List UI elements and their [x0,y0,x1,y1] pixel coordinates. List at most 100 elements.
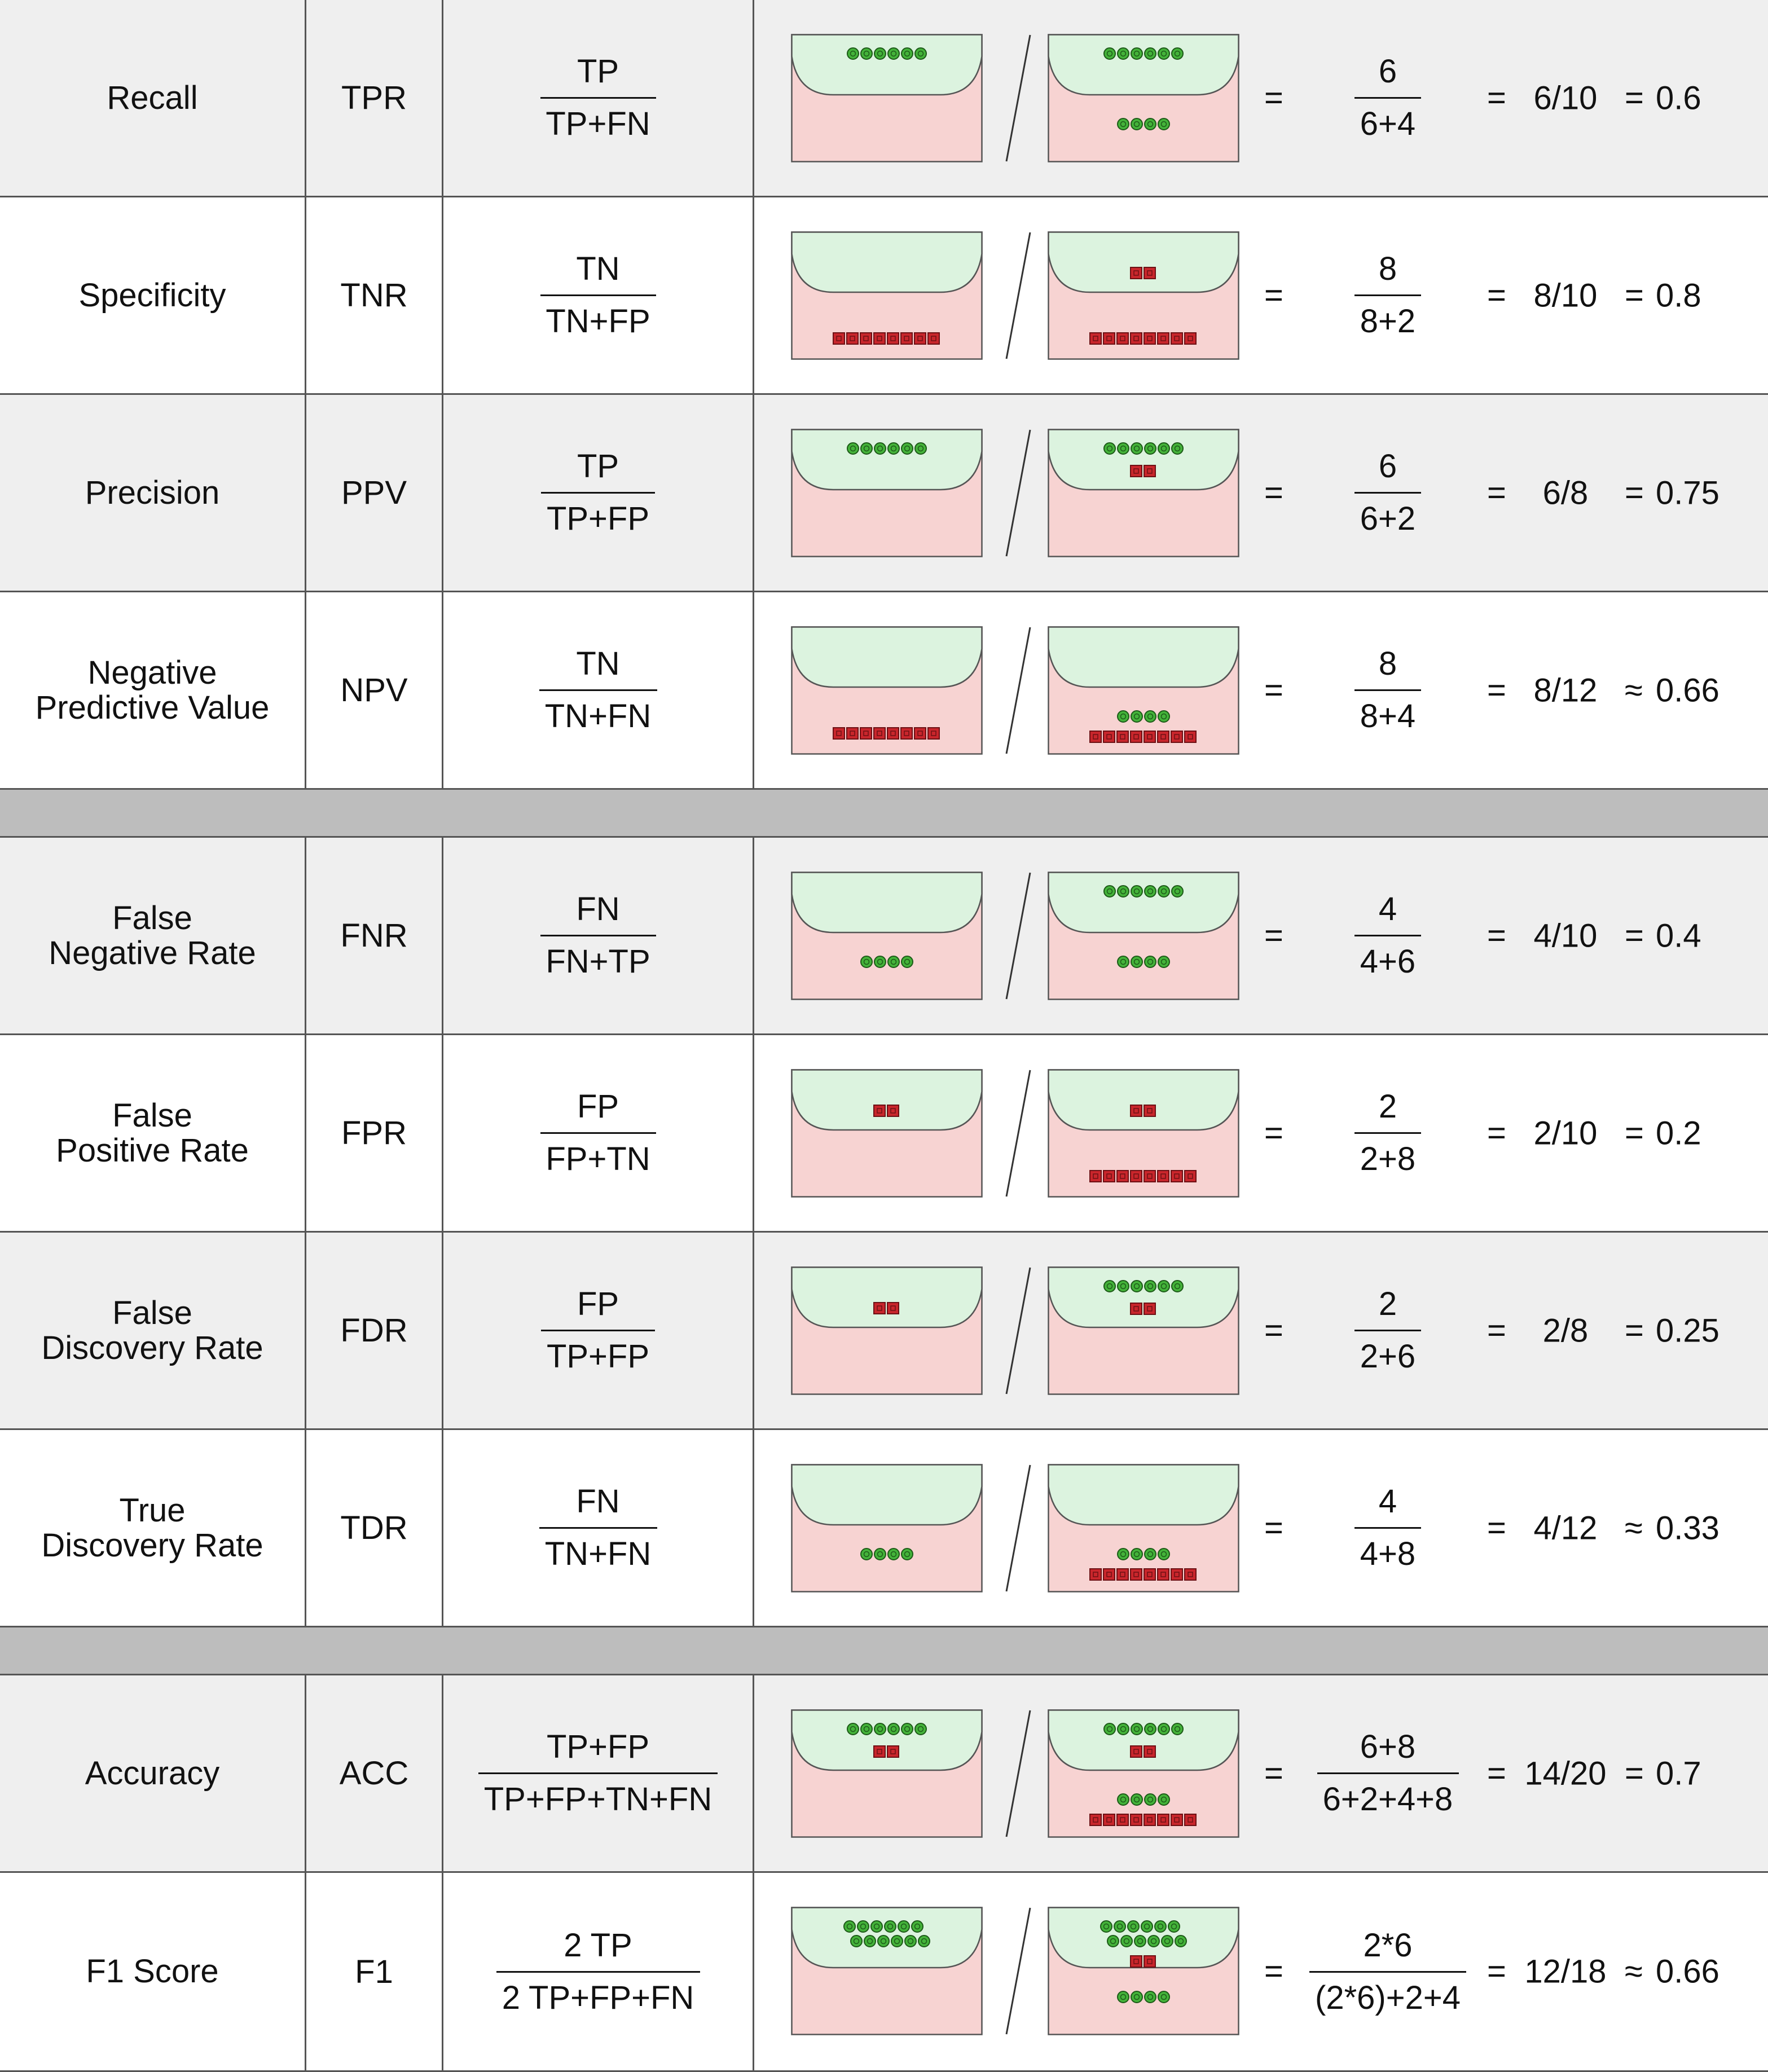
green-circle-inner-icon [1160,121,1167,127]
green-circle-inner-icon [1120,958,1127,965]
equals-sign: = [1487,1312,1506,1349]
fraction-bar [540,1132,656,1134]
count-denominator: (2*6)+2+4 [1315,1979,1461,2016]
green-circle-inner-icon [917,50,924,57]
red-square-inner-icon [917,731,923,736]
equals-sign: = [1487,276,1506,314]
count-fraction: 2 2+6 [1303,1233,1472,1428]
green-circle-inner-icon [1150,1938,1157,1945]
green-circle-icon [1158,442,1170,455]
green-circle-icon [874,956,886,968]
green-circle-icon [1141,1920,1153,1933]
metric-name: False Negative Rate [49,899,256,971]
green-circle-icon [1144,442,1156,455]
red-square-icon [1130,1814,1142,1826]
formula-numerator: TP+FP [546,1728,650,1765]
green-circle-inner-icon [1174,888,1181,895]
numerator-set-diagram [791,626,983,755]
green-circle-icon [1158,1723,1170,1735]
green-circle-icon [918,1935,930,1947]
red-square-icon [1157,332,1169,345]
count-fraction: 6 6+4 [1303,0,1472,196]
green-circle-icon [1131,710,1143,723]
red-square-icon [1144,465,1156,477]
green-circle-icon [891,1935,903,1947]
column-divider [305,197,306,393]
green-circle-icon [1171,47,1184,60]
visual-example: = 4 4+6 = 4/10 = 0.4 [0,838,1768,1033]
green-circle-icon [1158,885,1170,898]
green-circle-inner-icon [1106,1283,1113,1290]
green-circle-icon [1117,1548,1129,1560]
slash-line [1005,1070,1031,1197]
green-circle-icon [1158,1991,1170,2003]
red-square-inner-icon [904,336,909,341]
formula-denominator: TP+FP [546,500,650,537]
positive-region [1048,429,1239,491]
column-divider [442,592,443,788]
count-numerator: 2 [1378,1286,1397,1322]
green-circle-icon [1147,1935,1160,1947]
division-slash-icon [1005,1710,1031,1837]
slash-line [1005,1907,1031,2035]
column-divider [305,395,306,591]
column-divider [753,1675,754,1871]
count-fraction: 2*6 (2*6)+2+4 [1303,1873,1472,2070]
red-square-inner-icon [1174,1817,1180,1823]
slash-line [1005,872,1031,1000]
formula-denominator: FN+TP [546,943,650,980]
green-circle-inner-icon [877,958,883,965]
red-square-icon [1130,465,1142,477]
red-square-icon [846,332,859,345]
column-divider [753,1430,754,1626]
red-square-icon [1144,1955,1156,1968]
green-circle-inner-icon [1147,445,1154,452]
formula-numerator: FP [577,1286,619,1322]
green-circle-icon [1175,1935,1187,1947]
denominator-set-diagram [1048,34,1239,162]
green-circle-inner-icon [1171,1923,1177,1930]
green-circle-icon [1131,118,1143,130]
equals-sign: = [1625,1114,1644,1151]
column-divider [442,395,443,591]
green-circle-icon [1158,710,1170,723]
green-circle-inner-icon [1133,1551,1140,1558]
red-square-inner-icon [1147,270,1153,276]
metric-abbreviation: NPV [340,672,408,709]
column-divider [442,838,443,1033]
red-square-inner-icon [1106,734,1112,740]
green-circle-icon [1158,47,1170,60]
result-value: 0.25 [1656,1312,1719,1349]
metric-row: True Discovery Rate TDR FN TN+FN = 4 4+8 = 4/12 ≈… [0,1430,1768,1627]
positive-region [1048,872,1239,934]
green-circle-icon [1131,1280,1143,1292]
count-denominator: 4+8 [1360,1536,1416,1572]
green-circle-icon [887,956,900,968]
green-circle-icon [914,442,927,455]
equals-sign: = [1625,474,1644,511]
equals-sign: = [1487,1509,1506,1546]
column-divider [305,0,306,196]
red-square-inner-icon [1133,1572,1139,1577]
red-square-inner-icon [890,1749,896,1754]
equals-sign: = [1264,1312,1283,1349]
positive-region [791,231,983,293]
equals-sign: = [1625,276,1644,314]
fraction-bar [478,1772,718,1774]
green-circle-icon [874,442,886,455]
numerator-set-diagram [791,1069,983,1198]
red-square-icon [1103,731,1115,743]
positive-region [1048,1464,1239,1526]
green-circle-inner-icon [867,1938,873,1945]
slash-line [1005,1267,1031,1394]
green-circle-inner-icon [1133,1283,1140,1290]
red-square-inner-icon [1120,1817,1125,1823]
green-circle-inner-icon [863,1551,870,1558]
fraction-bar [1354,97,1421,99]
green-circle-inner-icon [904,958,911,965]
red-square-inner-icon [1147,1959,1153,1964]
red-square-inner-icon [1093,1817,1098,1823]
red-square-icon [1130,1568,1142,1581]
red-square-icon [873,1745,886,1758]
red-square-icon [1157,1568,1169,1581]
